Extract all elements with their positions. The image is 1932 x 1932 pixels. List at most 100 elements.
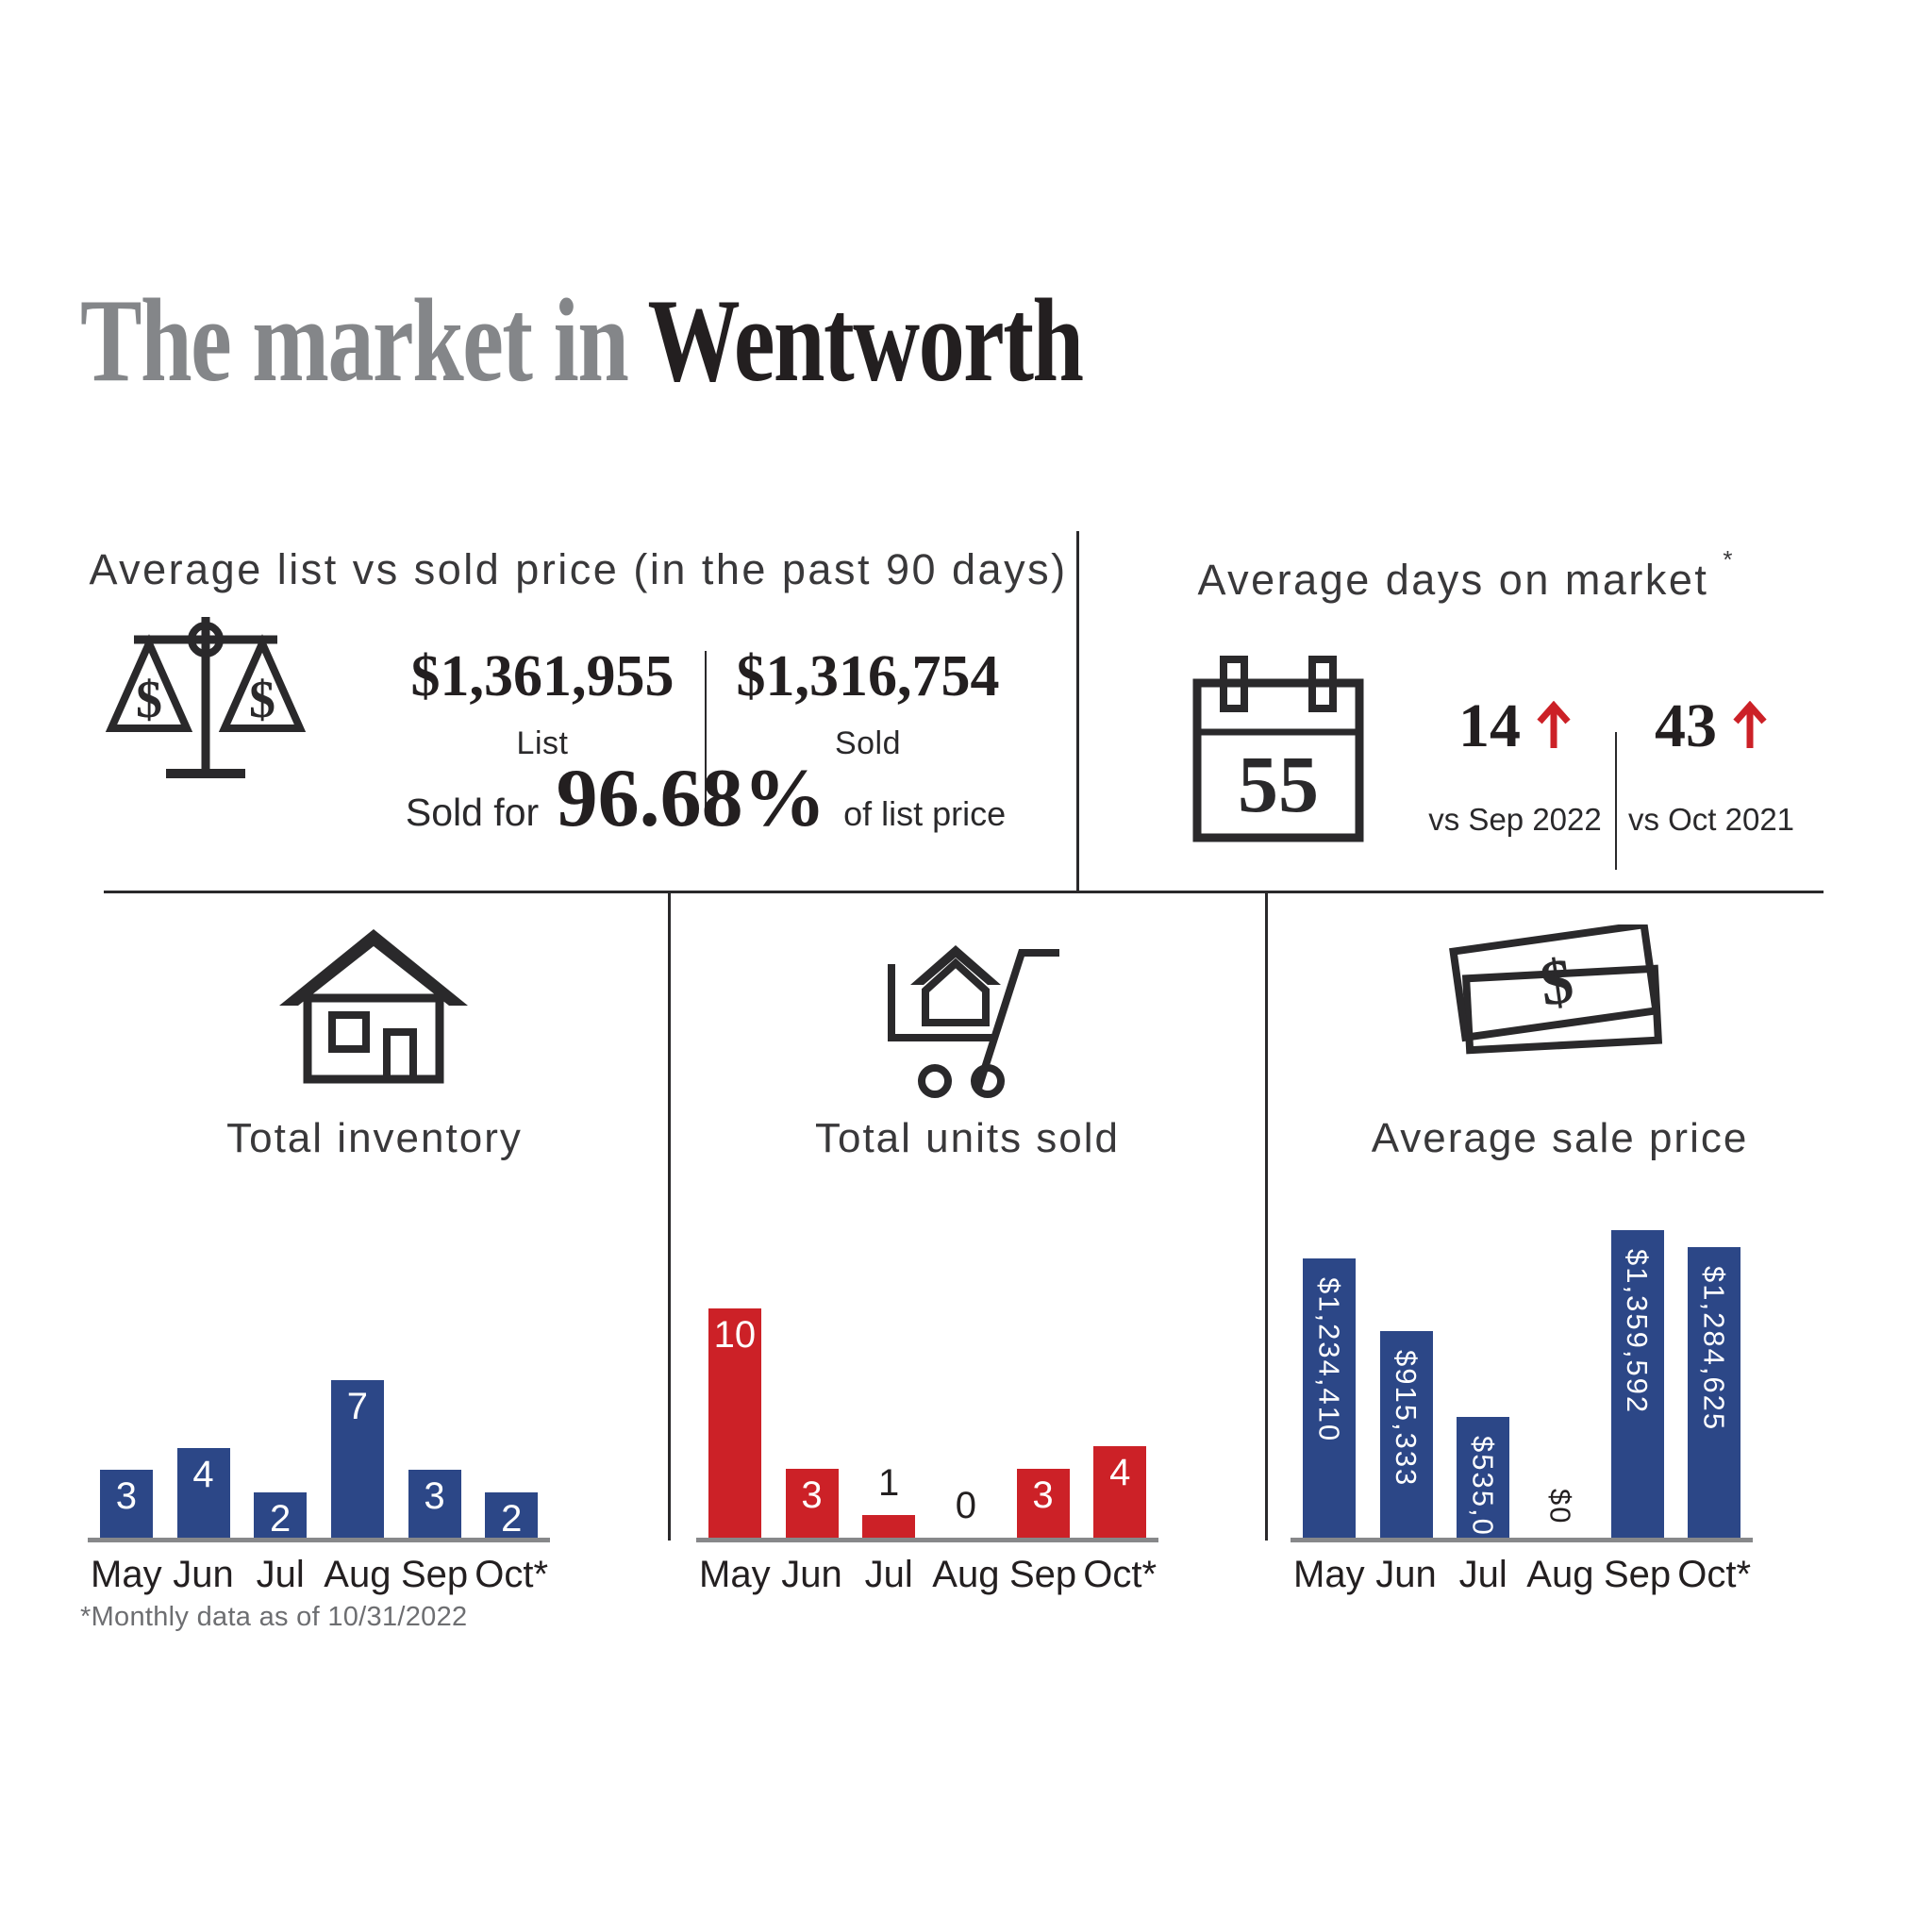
bar-slot-Aug: 0 <box>927 1222 1005 1538</box>
month-label-Aug: Aug <box>1526 1554 1594 1595</box>
bar-Sep: 3 <box>1016 1469 1070 1538</box>
comparison-value: 14 <box>1458 691 1521 760</box>
page-title-prefix: The market in <box>80 275 629 407</box>
bar-May: 10 <box>708 1308 761 1538</box>
bar-value-label: $1,284,625 <box>1697 1266 1731 1432</box>
list-vs-sold-title: Average list vs sold price (in the past … <box>89 545 1068 593</box>
page-title-location: Wentworth <box>647 275 1085 407</box>
chart-months: May Jun Jul Aug Sep Oct* <box>1291 1554 1753 1596</box>
bar-slot-May: $1,234,410 <box>1291 1222 1368 1538</box>
bar-Oct*: 2 <box>485 1492 539 1540</box>
bar-slot-Jun: 3 <box>774 1222 851 1538</box>
comparison-value: 43 <box>1655 691 1717 760</box>
total-inventory-chart: 3 4 2 7 3 2 May Jun Jul Aug Sep Oct* <box>88 1222 550 1599</box>
calendar-icon: 55 <box>1192 656 1364 842</box>
comparison-vs-sep-2022: 14 vs Sep 2022 <box>1402 683 1628 838</box>
bar-slot-May: 10 <box>696 1222 774 1538</box>
bar-value-label: 7 <box>346 1386 368 1427</box>
bar-Jul: 2 <box>254 1492 308 1540</box>
bar-value-label: $0 <box>1543 1488 1577 1524</box>
bar-Aug: 7 <box>330 1380 384 1538</box>
sold-for-line: Sold for 96.68% of list price <box>347 751 1064 846</box>
scale-dollar-right: $ <box>249 671 275 729</box>
comparison-vs-oct-2021: 43 vs Oct 2021 <box>1598 683 1824 838</box>
list-price-block: $1,361,955 List <box>391 643 693 762</box>
section-label-average-sale-price: Average sale price <box>1371 1115 1749 1161</box>
money-icon: $ <box>1449 924 1663 1055</box>
chart-baseline <box>696 1538 1158 1542</box>
bar-Jun: 4 <box>176 1448 230 1538</box>
bar-value-label: $1,359,592 <box>1621 1249 1655 1415</box>
chart-bars: $1,234,410 $915,333 $535,000 $0 $1,359,592 $1… <box>1291 1222 1753 1573</box>
bar-Sep: $1,359,592 <box>1610 1230 1664 1538</box>
house-icon <box>279 929 468 1084</box>
scale-dollar-left: $ <box>136 671 162 729</box>
month-label-Oct*: Oct* <box>475 1554 549 1595</box>
bar-slot-Jul: $535,000 <box>1444 1222 1522 1573</box>
bar-value-label: 0 <box>955 1485 976 1526</box>
bar-value-label: 3 <box>801 1474 823 1516</box>
bar-value-label: 4 <box>192 1454 214 1495</box>
month-label-Aug: Aug <box>932 1554 1000 1595</box>
bar-Oct*: $1,284,625 <box>1688 1247 1741 1538</box>
divider-bottom-vertical-2 <box>1265 893 1268 1541</box>
bar-May: $1,234,410 <box>1302 1258 1356 1538</box>
month-label-Oct*: Oct* <box>1083 1554 1158 1595</box>
month-label-Jul: Jul <box>1458 1554 1507 1595</box>
sold-for-percent: 96.68% <box>556 753 826 844</box>
bar-slot-Sep: 3 <box>396 1222 474 1538</box>
bar-value-label: 3 <box>1032 1474 1054 1516</box>
month-label-Jun: Jun <box>173 1554 234 1595</box>
section-label-total-inventory: Total inventory <box>226 1115 523 1161</box>
month-label-Aug: Aug <box>324 1554 391 1595</box>
bar-slot-Oct*: $1,284,625 <box>1675 1222 1753 1538</box>
sold-price-label: Sold <box>834 725 902 761</box>
up-arrow-icon <box>1733 701 1767 748</box>
month-label-May: May <box>91 1554 162 1595</box>
bar-value-label: 10 <box>713 1314 757 1356</box>
month-label-Sep: Sep <box>1008 1554 1077 1595</box>
footnote: *Monthly data as of 10/31/2022 <box>80 1602 468 1632</box>
bar-value-label: 4 <box>1109 1452 1131 1493</box>
house-in-cart-icon <box>888 945 1059 1098</box>
page-title: The market in Wentworth <box>80 278 1084 404</box>
month-label-Jun: Jun <box>781 1554 842 1595</box>
bar-value-label: $535,000 <box>1466 1436 1500 1574</box>
chart-baseline <box>88 1538 550 1542</box>
days-on-market-title-text: Average days on market <box>1197 556 1709 604</box>
total-units-sold-chart: 10 3 1 0 3 4 May Jun Jul Aug Sep Oct* <box>696 1222 1158 1599</box>
bar-value-label: 2 <box>270 1498 291 1540</box>
month-label-Sep: Sep <box>1603 1554 1672 1595</box>
bar-slot-Jul: 2 <box>242 1222 319 1538</box>
section-label-total-units-sold: Total units sold <box>814 1115 1121 1161</box>
bar-value-label: $1,234,410 <box>1312 1277 1346 1443</box>
bar-Jul: $535,000 <box>1457 1417 1510 1573</box>
month-label-Jul: Jul <box>864 1554 913 1595</box>
price-divider <box>705 651 707 813</box>
divider-horizontal <box>104 891 1824 893</box>
list-price-value: $1,361,955 <box>410 644 675 708</box>
sold-for-suffix: of list price <box>843 794 1007 833</box>
bar-value-label: 3 <box>115 1475 137 1517</box>
average-sale-price-chart: $1,234,410 $915,333 $535,000 $0 $1,359,592 $1… <box>1291 1222 1753 1599</box>
sold-price-value: $1,316,754 <box>736 644 1000 708</box>
bar-slot-Oct*: 4 <box>1081 1222 1158 1538</box>
chart-months: May Jun Jul Aug Sep Oct* <box>696 1554 1158 1596</box>
bar-slot-May: 3 <box>88 1222 165 1538</box>
bar-slot-Aug: 7 <box>319 1222 396 1538</box>
sold-for-prefix: Sold for <box>405 791 540 834</box>
chart-bars: 10 3 1 0 3 4 <box>696 1222 1158 1538</box>
comparison-label: vs Sep 2022 <box>1428 802 1602 837</box>
days-on-market-asterisk: * <box>1723 545 1733 574</box>
bar-Sep: 3 <box>408 1470 461 1538</box>
bar-slot-Jun: 4 <box>165 1222 242 1538</box>
month-label-Oct*: Oct* <box>1677 1554 1752 1595</box>
sold-price-block: $1,316,754 Sold <box>717 643 1019 762</box>
money-dollar: $ <box>1536 944 1577 1020</box>
month-label-Jul: Jul <box>256 1554 305 1595</box>
chart-baseline <box>1291 1538 1753 1542</box>
bar-value-label: 2 <box>501 1498 523 1540</box>
balance-scale-icon: $ $ <box>105 617 307 778</box>
bar-slot-Oct*: 2 <box>473 1222 550 1538</box>
